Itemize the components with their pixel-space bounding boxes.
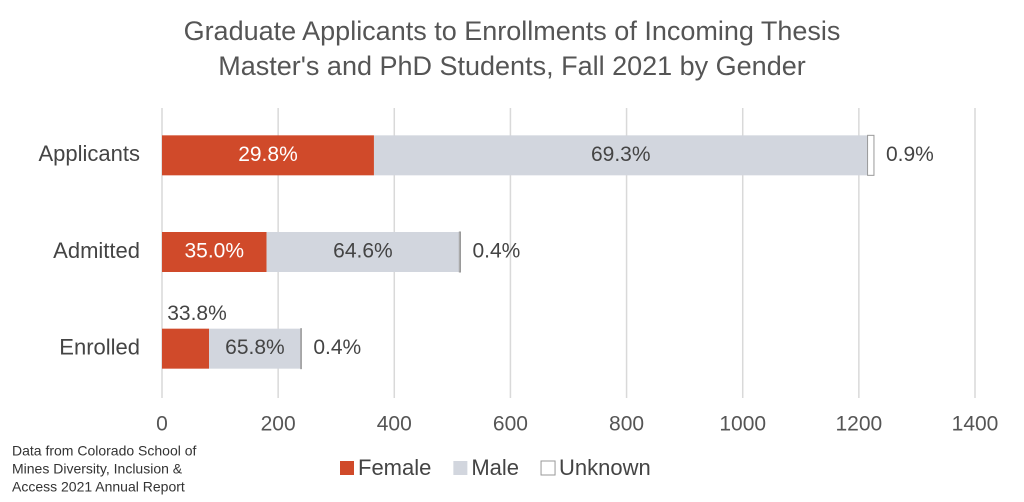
source-note: Mines Diversity, Inclusion & bbox=[12, 461, 183, 477]
data-label: 69.3% bbox=[591, 143, 651, 166]
bar-segment bbox=[162, 135, 374, 176]
x-tick-label: 0 bbox=[156, 413, 168, 436]
legend-swatch bbox=[540, 460, 556, 476]
data-label: 65.8% bbox=[225, 336, 285, 359]
source-note: Access 2021 Annual Report bbox=[12, 479, 185, 495]
chart-title: Graduate Applicants to Enrollments of In… bbox=[184, 16, 841, 46]
legend-label: Female bbox=[358, 455, 431, 480]
data-label: 0.4% bbox=[313, 336, 361, 359]
x-tick-label: 1400 bbox=[952, 413, 999, 436]
category-label: Applicants bbox=[38, 141, 140, 166]
category-label: Admitted bbox=[53, 238, 140, 263]
bar-segment bbox=[458, 231, 461, 273]
legend-swatch bbox=[453, 461, 468, 475]
data-label: 35.0% bbox=[184, 240, 244, 263]
bar-segment bbox=[162, 328, 210, 369]
source-note: Data from Colorado School of bbox=[12, 443, 197, 459]
data-label: 64.6% bbox=[333, 240, 393, 263]
bar-segment bbox=[209, 328, 301, 369]
x-tick-label: 1200 bbox=[835, 413, 882, 436]
bar-segment bbox=[373, 135, 868, 176]
bar-segment bbox=[162, 232, 267, 272]
x-tick-label: 200 bbox=[261, 413, 296, 436]
bar-segment bbox=[266, 232, 460, 272]
x-tick-label: 600 bbox=[493, 413, 528, 436]
legend-label: Unknown bbox=[559, 455, 651, 480]
x-tick-label: 800 bbox=[609, 413, 644, 436]
data-label: 33.8% bbox=[167, 302, 227, 325]
data-label: 0.4% bbox=[472, 240, 520, 263]
chart-title: Master's and PhD Students, Fall 2021 by … bbox=[218, 51, 805, 81]
data-label: 0.9% bbox=[886, 143, 934, 166]
bar-segment bbox=[300, 328, 302, 370]
legend-label: Male bbox=[471, 455, 519, 480]
data-label: 29.8% bbox=[238, 143, 298, 166]
category-label: Enrolled bbox=[59, 334, 140, 359]
x-tick-label: 400 bbox=[377, 413, 412, 436]
x-tick-label: 1000 bbox=[719, 413, 766, 436]
bar-segment bbox=[867, 134, 875, 176]
legend-swatch bbox=[340, 461, 354, 475]
